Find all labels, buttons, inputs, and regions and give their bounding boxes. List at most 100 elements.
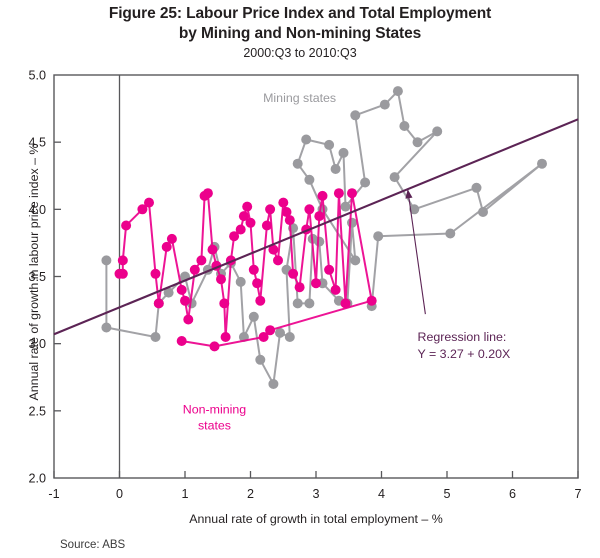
y-tick-label: 5.0 bbox=[28, 69, 46, 83]
data-point bbox=[304, 204, 315, 215]
data-point bbox=[330, 164, 341, 174]
x-tick-label: 5 bbox=[443, 487, 450, 501]
x-tick-label: 2 bbox=[247, 487, 254, 501]
data-point bbox=[373, 231, 384, 242]
data-point bbox=[284, 215, 295, 226]
data-point bbox=[166, 233, 177, 244]
x-axis-ticks bbox=[53, 471, 579, 478]
data-point bbox=[238, 211, 249, 222]
data-point bbox=[219, 298, 230, 309]
data-point bbox=[180, 295, 190, 306]
regression-arrow bbox=[405, 189, 426, 315]
data-point bbox=[242, 201, 253, 212]
data-point bbox=[220, 332, 231, 342]
x-tick-label: -1 bbox=[48, 487, 59, 501]
data-point bbox=[281, 207, 292, 217]
data-point bbox=[235, 276, 246, 287]
data-point bbox=[101, 322, 112, 333]
data-point bbox=[284, 332, 295, 342]
data-point bbox=[235, 224, 246, 235]
data-point bbox=[268, 379, 279, 389]
data-point bbox=[412, 137, 423, 148]
x-tick-label: 4 bbox=[378, 487, 385, 501]
data-point bbox=[366, 295, 377, 306]
x-tick-label: 0 bbox=[116, 487, 123, 501]
data-point bbox=[314, 211, 325, 222]
figure-subtitle: 2000:Q3 to 2010:Q3 bbox=[243, 46, 357, 60]
data-point bbox=[261, 220, 272, 231]
data-point bbox=[278, 197, 289, 208]
data-point bbox=[432, 126, 443, 137]
data-point bbox=[324, 139, 335, 150]
data-point bbox=[202, 188, 213, 199]
data-point bbox=[252, 278, 263, 289]
y-tick-label: 3.5 bbox=[28, 270, 46, 284]
x-axis-label: Annual rate of growth in total employmen… bbox=[189, 512, 443, 526]
data-point bbox=[153, 298, 164, 309]
data-point bbox=[347, 188, 357, 199]
regression-arrow-line bbox=[407, 189, 426, 315]
data-point bbox=[150, 332, 161, 342]
data-point bbox=[360, 177, 371, 188]
data-point bbox=[117, 255, 128, 266]
data-point bbox=[121, 220, 132, 231]
data-point bbox=[350, 110, 361, 121]
y-tick-label: 4.0 bbox=[28, 203, 46, 217]
data-point bbox=[176, 336, 187, 346]
data-point bbox=[163, 287, 174, 298]
data-point bbox=[340, 201, 351, 212]
non-mining-states-label-line-1: Non-mining bbox=[183, 403, 246, 417]
data-point bbox=[379, 99, 390, 110]
series-non-mining-states bbox=[114, 188, 377, 352]
data-point bbox=[392, 86, 403, 97]
x-tick-label: 6 bbox=[509, 487, 516, 501]
data-point bbox=[248, 264, 259, 275]
data-point bbox=[317, 190, 328, 201]
data-point bbox=[207, 244, 218, 255]
data-point bbox=[248, 311, 259, 322]
data-point bbox=[189, 264, 200, 275]
data-point bbox=[399, 121, 410, 131]
y-axis-tick-labels: 2.0 2.5 3.0 3.5 4.0 4.5 5.0 bbox=[28, 69, 46, 486]
data-point bbox=[330, 284, 341, 295]
source-note: Source: ABS bbox=[60, 539, 126, 551]
non-mining-states-label-line-2: states bbox=[198, 419, 231, 433]
data-point bbox=[258, 332, 269, 342]
data-point bbox=[471, 182, 482, 193]
data-point bbox=[216, 274, 226, 285]
data-point bbox=[209, 341, 220, 352]
data-point bbox=[144, 197, 154, 208]
y-tick-label: 2.5 bbox=[28, 404, 46, 418]
data-point bbox=[338, 147, 349, 158]
data-point bbox=[273, 255, 283, 266]
data-point bbox=[347, 217, 357, 228]
data-point bbox=[255, 295, 266, 306]
data-point bbox=[245, 217, 256, 228]
data-point bbox=[389, 172, 400, 183]
data-point bbox=[196, 255, 207, 266]
x-tick-label: 7 bbox=[574, 487, 581, 501]
plot-axes: -1 0 1 2 3 4 5 6 7 2.0 2.5 3.0 3.5 4.0 4.5 5.0 bbox=[28, 69, 581, 502]
figure-title-line-1: Figure 25: Labour Price Index and Total … bbox=[108, 5, 492, 22]
data-point bbox=[311, 278, 321, 289]
regression-label-line-1: Regression line: bbox=[418, 330, 507, 344]
data-point bbox=[275, 327, 285, 338]
data-point bbox=[314, 236, 325, 247]
y-tick-label: 2.0 bbox=[28, 472, 46, 486]
data-point bbox=[333, 188, 344, 199]
data-point bbox=[340, 298, 351, 309]
y-axis-ticks bbox=[54, 141, 61, 412]
x-axis-tick-labels: -1 0 1 2 3 4 5 6 7 bbox=[48, 487, 581, 501]
chart-text-labels: Mining states Non-mining states Regressi… bbox=[183, 91, 511, 433]
data-point bbox=[183, 314, 194, 325]
data-point bbox=[268, 244, 279, 255]
title-block: Figure 25: Labour Price Index and Total … bbox=[0, 4, 600, 62]
x-tick-label: 1 bbox=[181, 487, 188, 501]
y-tick-label: 3.0 bbox=[28, 337, 46, 351]
data-point bbox=[304, 174, 315, 185]
data-point bbox=[350, 255, 361, 266]
y-tick-label: 4.5 bbox=[28, 136, 46, 150]
data-point bbox=[537, 158, 547, 169]
data-point bbox=[265, 325, 276, 336]
